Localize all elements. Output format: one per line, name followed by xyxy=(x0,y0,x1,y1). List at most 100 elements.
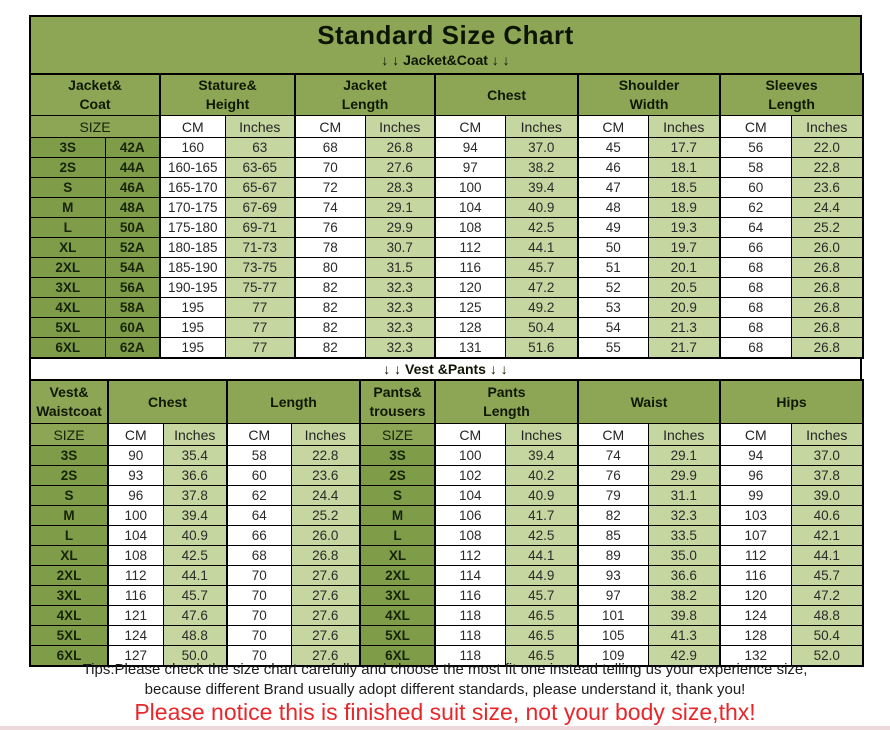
data-cell: 112 xyxy=(719,545,792,566)
size-cell: M xyxy=(359,505,436,526)
data-cell: 21.3 xyxy=(647,317,721,338)
data-cell: 124 xyxy=(107,625,164,646)
data-cell: 26.8 xyxy=(790,277,864,298)
data-cell: 20.1 xyxy=(647,257,721,278)
data-cell: 68 xyxy=(294,137,366,158)
size-cell: 2S xyxy=(29,157,106,178)
group-header-cell: Shoulder Width xyxy=(577,73,721,116)
size-cell: 6XL xyxy=(29,337,106,359)
data-cell: 89 xyxy=(577,545,649,566)
data-cell: 25.2 xyxy=(290,505,361,526)
data-cell: 120 xyxy=(434,277,506,298)
data-cell: 44.1 xyxy=(790,545,864,566)
size-cell: S xyxy=(29,177,106,198)
unit-header-cell: Inches xyxy=(224,115,296,138)
jacket-coat-size-table: Jacket& Coat Stature& Height Jacket Length… xyxy=(29,73,865,359)
data-cell: 26.8 xyxy=(790,257,864,278)
data-cell: 45.7 xyxy=(162,585,228,606)
table-row: 3S 90 35.4 58 22.8 3S 100 39.4 74 29.1 94 37.0 xyxy=(29,445,864,466)
data-cell: 39.8 xyxy=(647,605,721,626)
data-cell: 37.0 xyxy=(790,445,864,466)
size-cell: 58A xyxy=(104,297,161,318)
size-chart-sheet: Standard Size Chart ↓ ↓ Jacket&Coat ↓ ↓ … xyxy=(29,15,865,667)
finished-size-notice: Please notice this is finished suit size… xyxy=(134,699,756,725)
size-cell: 2S xyxy=(29,465,109,486)
data-cell: 29.1 xyxy=(364,197,436,218)
data-cell: 77 xyxy=(224,337,296,359)
table-row: M 48A 170-175 67-69 74 29.1 104 40.9 48 18.9 62 24.… xyxy=(29,197,864,218)
data-cell: 45.7 xyxy=(790,565,864,586)
table-row: 3S 42A 160 63 68 26.8 94 37.0 45 17.7 56 22.0 xyxy=(29,137,864,158)
data-cell: 102 xyxy=(434,465,506,486)
data-cell: 29.9 xyxy=(647,465,721,486)
data-cell: 40.9 xyxy=(504,197,579,218)
data-cell: 67-69 xyxy=(224,197,296,218)
vest-pants-band: ↓ ↓ Vest &Pants ↓ ↓ xyxy=(29,357,862,381)
data-cell: 25.2 xyxy=(790,217,864,238)
data-cell: 116 xyxy=(107,585,164,606)
data-cell: 160 xyxy=(159,137,226,158)
size-cell: 3S xyxy=(359,445,436,466)
data-cell: 27.6 xyxy=(290,565,361,586)
data-cell: 39.4 xyxy=(504,445,579,466)
unit-header-cell: CM xyxy=(719,423,792,446)
data-cell: 68 xyxy=(226,545,292,566)
data-cell: 32.3 xyxy=(364,297,436,318)
data-cell: 28.3 xyxy=(364,177,436,198)
data-cell: 114 xyxy=(434,565,506,586)
data-cell: 64 xyxy=(226,505,292,526)
size-cell: M xyxy=(29,505,109,526)
data-cell: 132 xyxy=(719,645,792,667)
data-cell: 32.3 xyxy=(647,505,721,526)
data-cell: 21.7 xyxy=(647,337,721,359)
data-cell: 68 xyxy=(719,257,792,278)
data-cell: 108 xyxy=(434,525,506,546)
data-cell: 195 xyxy=(159,297,226,318)
size-cell: 3XL xyxy=(359,585,436,606)
data-cell: 30.7 xyxy=(364,237,436,258)
data-cell: 31.5 xyxy=(364,257,436,278)
data-cell: 47.2 xyxy=(504,277,579,298)
data-cell: 50.4 xyxy=(504,317,579,338)
data-cell: 18.5 xyxy=(647,177,721,198)
table-row: 2XL 112 44.1 70 27.6 2XL 114 44.9 93 36.6 116 45.7 xyxy=(29,565,864,586)
data-cell: 26.8 xyxy=(790,297,864,318)
data-cell: 112 xyxy=(434,545,506,566)
table-row: 2S 93 36.6 60 23.6 2S 102 40.2 76 29.9 96 37.8 xyxy=(29,465,864,486)
unit-header-cell: Inches xyxy=(647,115,721,138)
data-cell: 45.7 xyxy=(504,585,579,606)
size-cell: 3XL xyxy=(29,277,106,298)
table-row: 6XL 127 50.0 70 27.6 6XL 118 46.5 109 42.9 132 52.0 xyxy=(29,645,864,667)
data-cell: 47.2 xyxy=(790,585,864,606)
data-cell: 106 xyxy=(434,505,506,526)
data-cell: 121 xyxy=(107,605,164,626)
data-cell: 180-185 xyxy=(159,237,226,258)
data-cell: 54 xyxy=(577,317,649,338)
data-cell: 128 xyxy=(434,317,506,338)
data-cell: 104 xyxy=(434,197,506,218)
unit-header-cell: CM xyxy=(719,115,792,138)
data-cell: 22.8 xyxy=(790,157,864,178)
data-cell: 17.7 xyxy=(647,137,721,158)
data-cell: 118 xyxy=(434,605,506,626)
unit-header-cell: Inches xyxy=(504,115,579,138)
table-row: XL 52A 180-185 71-73 78 30.7 112 44.1 50 19.7 66 26… xyxy=(29,237,864,258)
data-cell: 73-75 xyxy=(224,257,296,278)
data-cell: 42.9 xyxy=(647,645,721,667)
group-header-cell: Chest xyxy=(434,73,579,116)
data-cell: 85 xyxy=(577,525,649,546)
data-cell: 27.6 xyxy=(290,585,361,606)
data-cell: 93 xyxy=(577,565,649,586)
data-cell: 160-165 xyxy=(159,157,226,178)
unit-header-cell: CM xyxy=(226,423,292,446)
size-cell: L xyxy=(29,217,106,238)
data-cell: 47 xyxy=(577,177,649,198)
group-header-cell: Jacket Length xyxy=(294,73,436,116)
unit-header-cell: SIZE xyxy=(359,423,436,446)
title-band: Standard Size Chart ↓ ↓ Jacket&Coat ↓ ↓ xyxy=(29,15,862,75)
data-cell: 105 xyxy=(577,625,649,646)
size-cell: 4XL xyxy=(29,605,109,626)
data-cell: 27.6 xyxy=(364,157,436,178)
data-cell: 49 xyxy=(577,217,649,238)
